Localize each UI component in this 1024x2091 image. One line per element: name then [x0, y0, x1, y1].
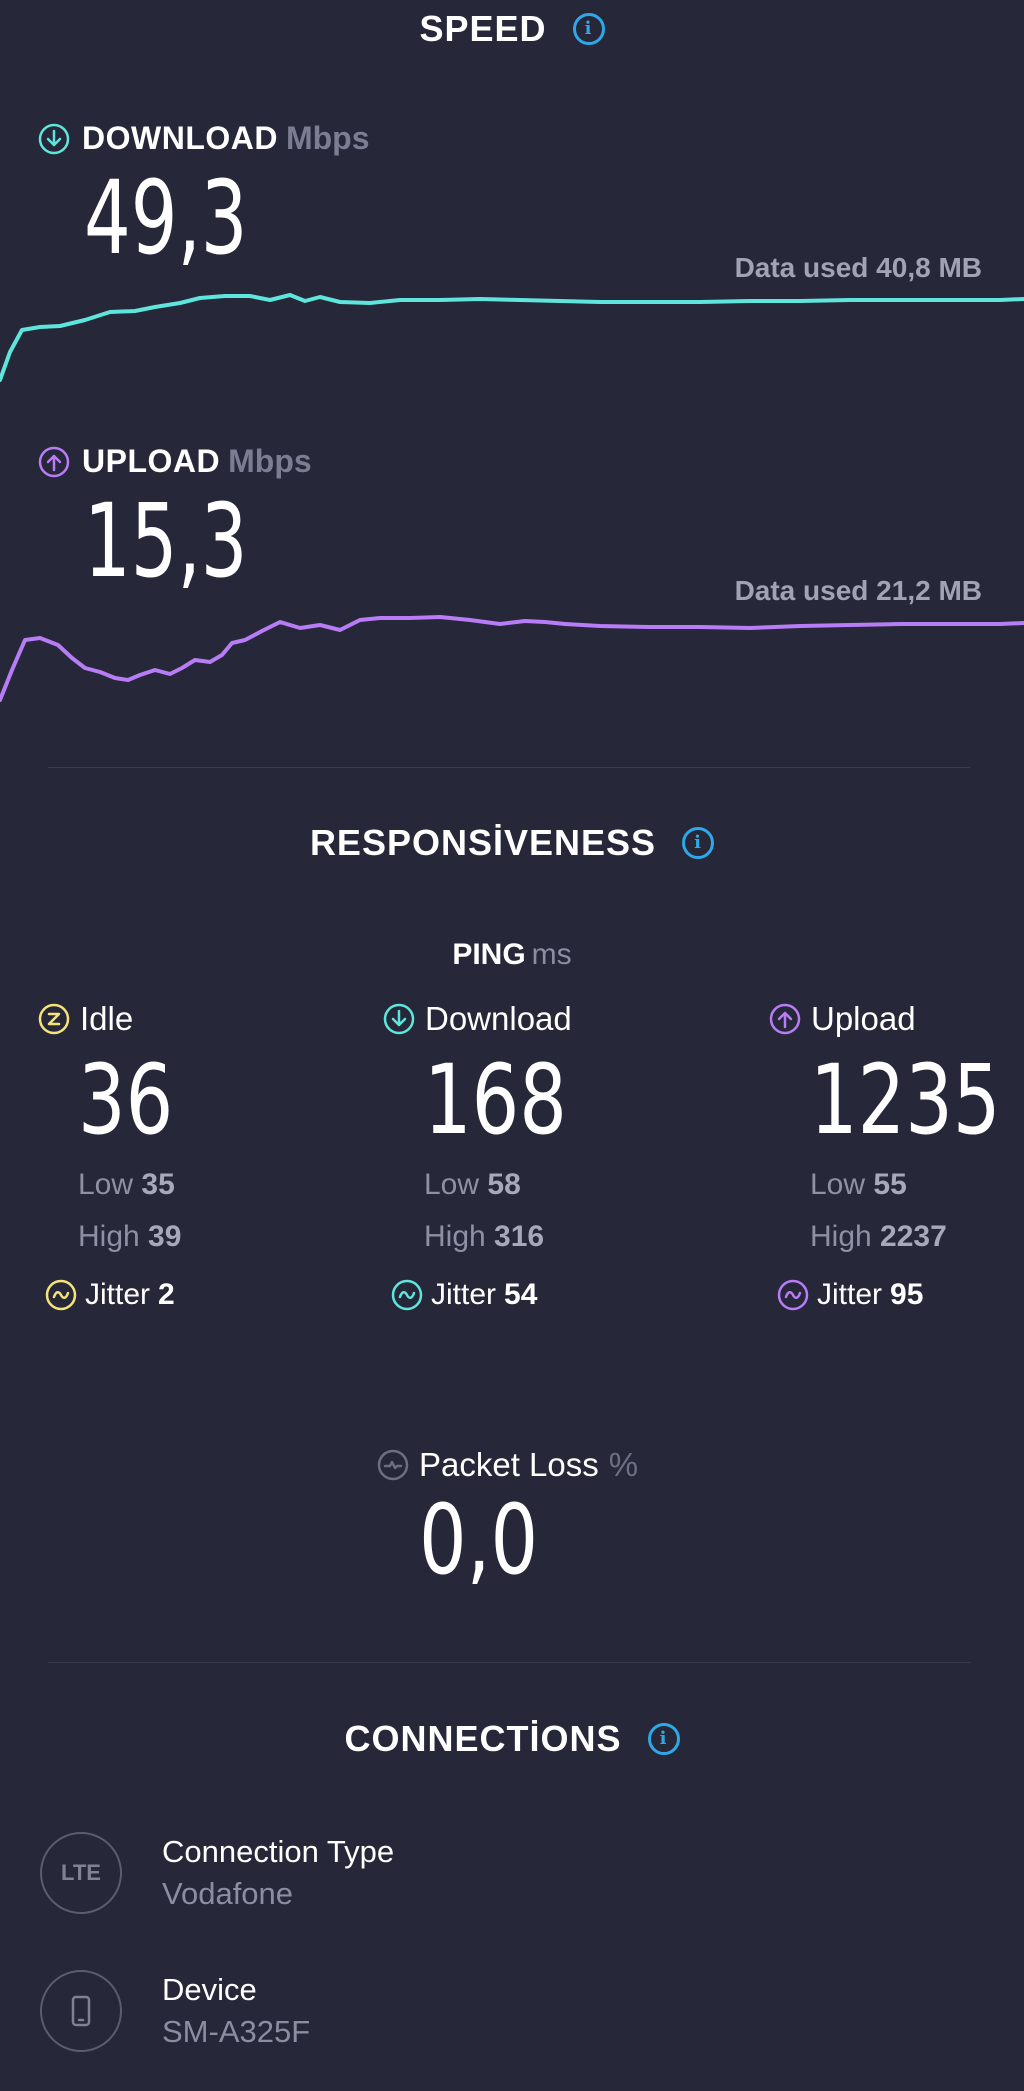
ping-download-low-label: Low	[424, 1168, 480, 1201]
download-arrow-icon	[383, 1003, 415, 1035]
speed-section-header: SPEED i	[0, 8, 1024, 50]
jitter-icon	[777, 1279, 809, 1311]
download-label: DOWNLOAD	[82, 120, 278, 156]
ping-upload-jitter-label: Jitter	[817, 1278, 883, 1311]
upload-data-used-value: 21,2 MB	[876, 575, 982, 606]
download-speed-value: 49,3	[84, 159, 248, 278]
jitter-icon	[391, 1279, 423, 1311]
connections-section-header: CONNECTİONS i	[0, 1718, 1024, 1760]
ping-idle-low-label: Low	[78, 1168, 134, 1201]
ping-label: PING	[452, 938, 526, 971]
idle-icon	[38, 1003, 70, 1035]
ping-upload-label: Upload	[811, 1000, 916, 1037]
connections-info-icon[interactable]: i	[647, 1723, 680, 1755]
upload-arrow-icon	[769, 1003, 801, 1035]
ping-download-jitter-value: 54	[504, 1278, 538, 1311]
ping-download-low: Low 58	[424, 1168, 521, 1202]
connection-type-label: Connection Type	[162, 1834, 395, 1869]
packet-loss-icon	[377, 1449, 409, 1481]
ping-idle-jitter: Jitter 2	[45, 1278, 175, 1312]
download-data-used: Data used 40,8 MB	[735, 252, 982, 284]
ping-idle-low: Low 35	[78, 1168, 175, 1202]
connection-type-row[interactable]: LTE Connection Type Vodafone	[40, 1832, 394, 1914]
ping-idle-high-value: 39	[148, 1220, 182, 1253]
ping-idle-column: Idle	[38, 1000, 133, 1038]
device-value: SM-A325F	[162, 2014, 311, 2049]
ping-upload-low: Low 55	[810, 1168, 907, 1202]
ping-upload-high-value: 2237	[880, 1220, 947, 1253]
ping-download-high-value: 316	[494, 1220, 545, 1253]
upload-unit: Mbps	[228, 443, 312, 479]
device-row[interactable]: Device SM-A325F	[40, 1970, 310, 2052]
ping-upload-value: 1235	[810, 1044, 1001, 1156]
ping-download-jitter: Jitter 54	[391, 1278, 537, 1312]
ping-idle-low-value: 35	[141, 1168, 175, 1201]
divider	[48, 767, 970, 768]
upload-speed-value: 15,3	[84, 482, 248, 601]
ping-download-high: High 316	[424, 1220, 544, 1254]
ping-download-label: Download	[425, 1000, 572, 1037]
packet-loss-label: Packet Loss	[419, 1446, 599, 1483]
ping-upload-header: Upload	[769, 1000, 916, 1038]
ping-header: PING ms	[0, 938, 1024, 972]
ping-upload-jitter-value: 95	[890, 1278, 924, 1311]
ping-upload-column: Upload	[769, 1000, 916, 1038]
connection-type-value: Vodafone	[162, 1876, 294, 1911]
ping-download-low-value: 58	[487, 1168, 521, 1201]
ping-upload-low-label: Low	[810, 1168, 866, 1201]
ping-idle-high-label: High	[78, 1220, 140, 1253]
upload-arrow-icon	[38, 446, 70, 478]
phone-icon	[40, 1970, 122, 2052]
ping-upload-low-value: 55	[873, 1168, 907, 1201]
ping-idle-value: 36	[78, 1044, 174, 1156]
download-arrow-icon	[38, 123, 70, 155]
connections-title: CONNECTİONS	[344, 1718, 622, 1759]
lte-badge: LTE	[61, 1860, 101, 1885]
ping-idle-header: Idle	[38, 1000, 133, 1038]
ping-upload-jitter: Jitter 95	[777, 1278, 923, 1312]
divider	[48, 1662, 970, 1663]
upload-header: UPLOAD Mbps	[38, 443, 312, 480]
ping-idle-jitter-value: 2	[158, 1278, 175, 1311]
download-speed-graph	[0, 293, 1024, 382]
packet-loss-unit: %	[608, 1446, 639, 1483]
ping-download-jitter-label: Jitter	[431, 1278, 497, 1311]
ping-idle-label: Idle	[80, 1000, 134, 1037]
download-header: DOWNLOAD Mbps	[38, 120, 370, 157]
upload-label: UPLOAD	[82, 443, 221, 479]
jitter-icon	[45, 1279, 77, 1311]
responsiveness-title: RESPONSİVENESS	[309, 822, 657, 863]
ping-download-high-label: High	[424, 1220, 486, 1253]
speed-info-icon[interactable]: i	[572, 13, 605, 45]
device-label: Device	[162, 1972, 257, 2007]
ping-upload-high: High 2237	[810, 1220, 947, 1254]
ping-download-column: Download	[383, 1000, 572, 1038]
responsiveness-info-icon[interactable]: i	[682, 827, 715, 859]
upload-data-used: Data used 21,2 MB	[735, 575, 982, 607]
upload-speed-graph	[0, 615, 1024, 702]
download-data-used-value: 40,8 MB	[876, 252, 982, 283]
ping-idle-jitter-label: Jitter	[85, 1278, 151, 1311]
ping-idle-high: High 39	[78, 1220, 181, 1254]
packet-loss-header: Packet Loss %	[377, 1446, 638, 1484]
packet-loss-value: 0,0	[419, 1484, 539, 1596]
upload-data-used-label: Data used	[734, 575, 869, 606]
speed-title: SPEED	[419, 8, 547, 49]
ping-unit: ms	[531, 938, 572, 971]
ping-upload-high-label: High	[810, 1220, 872, 1253]
ping-download-header: Download	[383, 1000, 572, 1038]
ping-download-value: 168	[424, 1044, 567, 1156]
responsiveness-section-header: RESPONSİVENESS i	[0, 822, 1024, 864]
download-unit: Mbps	[285, 120, 370, 156]
lte-icon: LTE	[40, 1832, 122, 1914]
download-data-used-label: Data used	[734, 252, 869, 283]
